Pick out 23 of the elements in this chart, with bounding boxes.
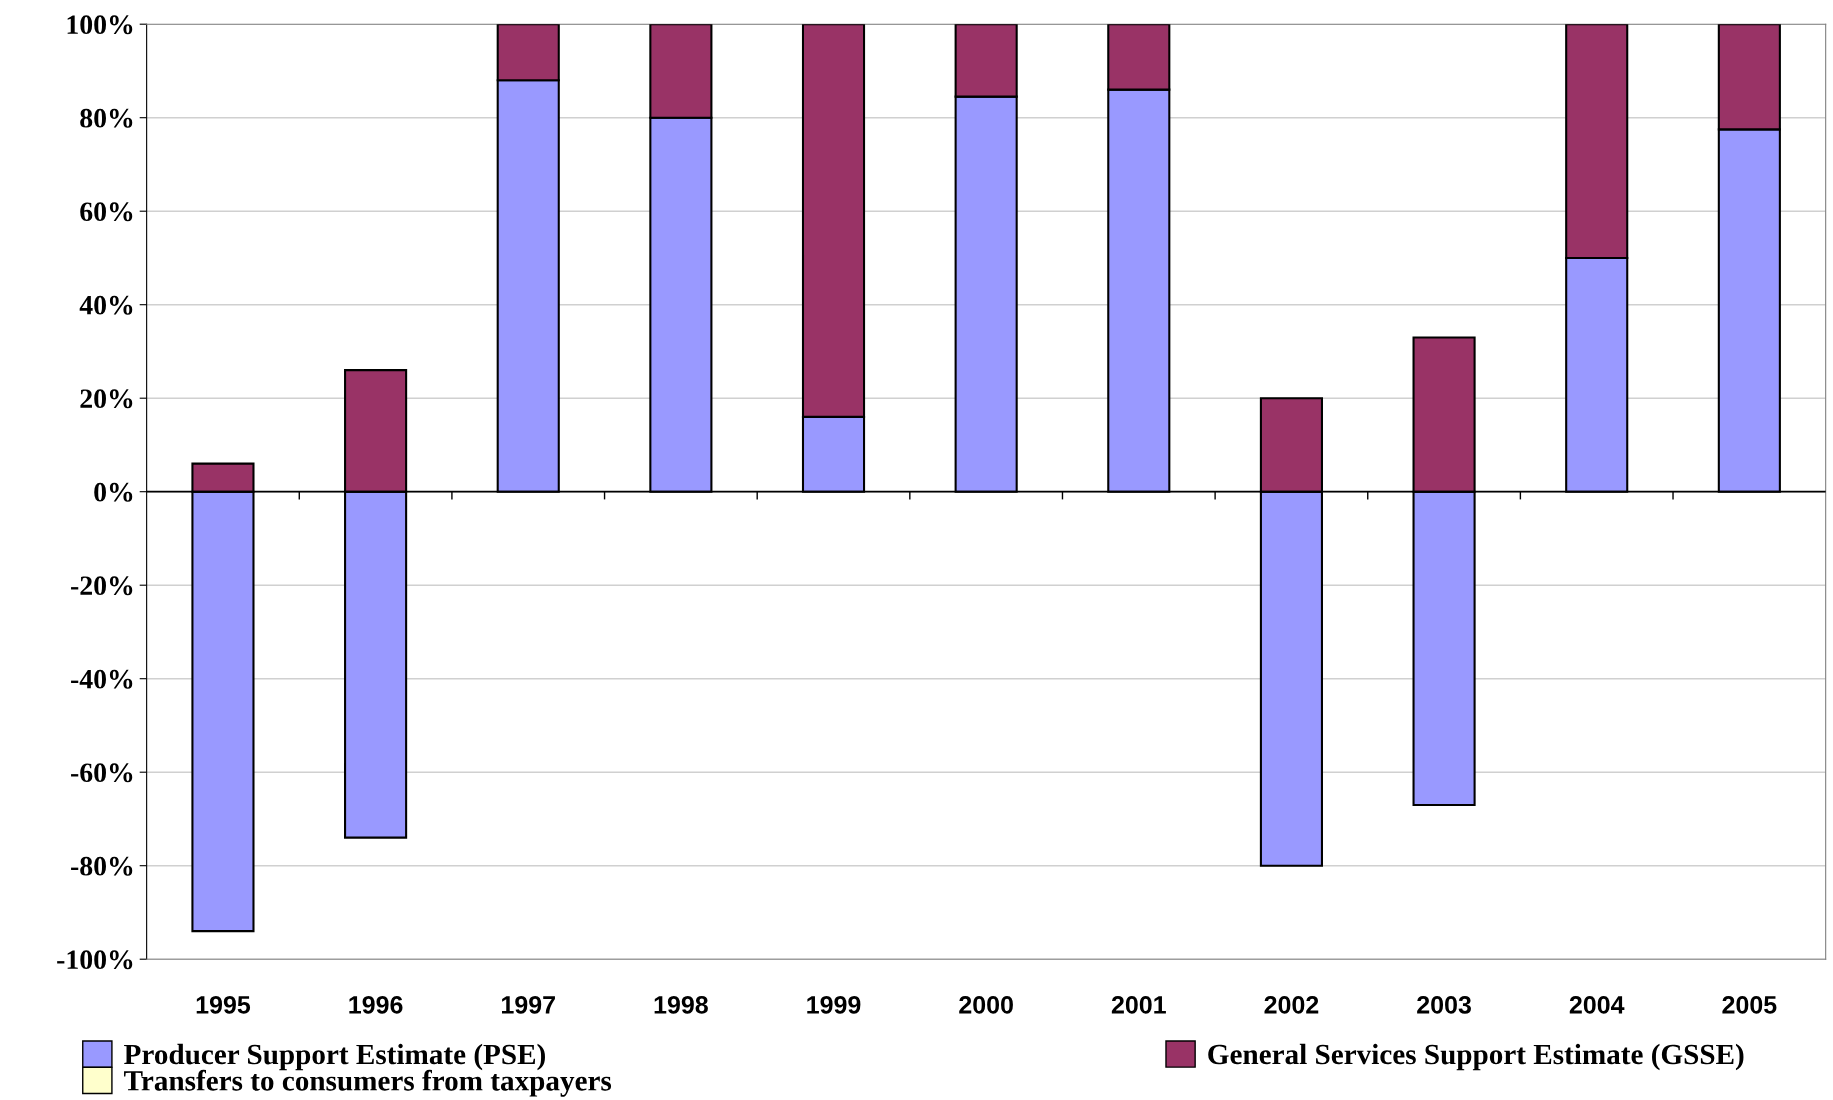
y-tick-label: 40% — [79, 295, 133, 315]
x-tick-label: 2000 — [959, 995, 1013, 1014]
x-tick-label: 2003 — [1417, 995, 1471, 1014]
y-tick-label: 20% — [80, 389, 133, 409]
y-tick-label: -100% — [57, 950, 133, 970]
y-tick-label: -40% — [71, 669, 133, 689]
y-tick-label: -60% — [71, 763, 133, 783]
x-tick-label: 2002 — [1264, 995, 1319, 1014]
x-tick-label: 2004 — [1569, 995, 1625, 1014]
y-tick-label: 100% — [67, 15, 133, 35]
x-tick-label: 1998 — [654, 995, 708, 1014]
x-tick-label: 2005 — [1722, 995, 1777, 1014]
x-tick-label: 1997 — [502, 995, 555, 1014]
y-tick-label: 0% — [94, 482, 133, 502]
x-tick-label: 1995 — [196, 995, 251, 1014]
x-tick-label: 2001 — [1111, 995, 1166, 1014]
y-tick-label: 60% — [80, 202, 133, 222]
x-tick-label: 1996 — [349, 995, 403, 1014]
y-tick-label: -80% — [71, 856, 133, 876]
legend-label: General Services Support Estimate (GSSE) — [1208, 1043, 1744, 1071]
y-tick-label: -20% — [71, 576, 133, 596]
x-tick-label: 1999 — [807, 995, 861, 1014]
y-tick-label: 80% — [80, 108, 133, 128]
